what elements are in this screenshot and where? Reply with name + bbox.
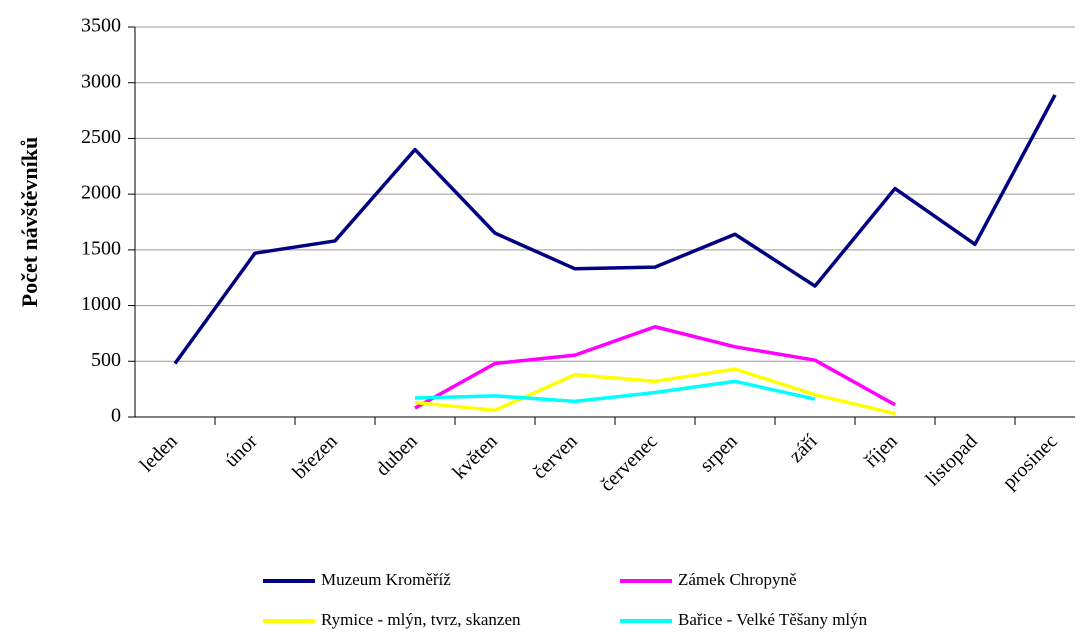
x-tick-label: říjen — [860, 430, 901, 471]
x-tick-label: leden — [136, 430, 182, 476]
x-tick-label: červen — [529, 430, 582, 483]
x-tick-label: březen — [289, 430, 342, 483]
series-line — [173, 94, 1057, 365]
x-tick-label: květen — [449, 430, 502, 483]
y-tick-label: 2000 — [81, 182, 121, 204]
y-tick-label: 2500 — [81, 126, 121, 148]
series-line — [414, 367, 896, 416]
y-tick-label: 3500 — [81, 15, 121, 37]
legend-label: Bařice - Velké Těšany mlýn — [678, 610, 868, 629]
y-tick-label: 500 — [91, 349, 121, 371]
x-tick-label: září — [785, 430, 822, 467]
y-tick-label: 1500 — [81, 237, 121, 259]
y-tick-label: 1000 — [81, 293, 121, 315]
y-tick-label: 3000 — [81, 70, 121, 92]
legend-label: Muzeum Kroměříž — [321, 570, 451, 589]
legend-label: Zámek Chropyně — [678, 570, 797, 589]
x-tick-label: listopad — [921, 430, 981, 490]
series-line — [414, 324, 896, 410]
x-tick-label: červenec — [596, 430, 662, 496]
y-axis-label: Počet návštěvníků — [17, 137, 42, 308]
x-tick-label: únor — [220, 430, 262, 472]
series-line — [414, 379, 816, 404]
y-tick-label: 0 — [111, 405, 121, 427]
legend-label: Rymice - mlýn, tvrz, skanzen — [321, 610, 521, 629]
x-tick-label: duben — [372, 430, 422, 480]
x-tick-label: prosinec — [998, 430, 1062, 494]
x-tick-label: srpen — [696, 430, 742, 476]
